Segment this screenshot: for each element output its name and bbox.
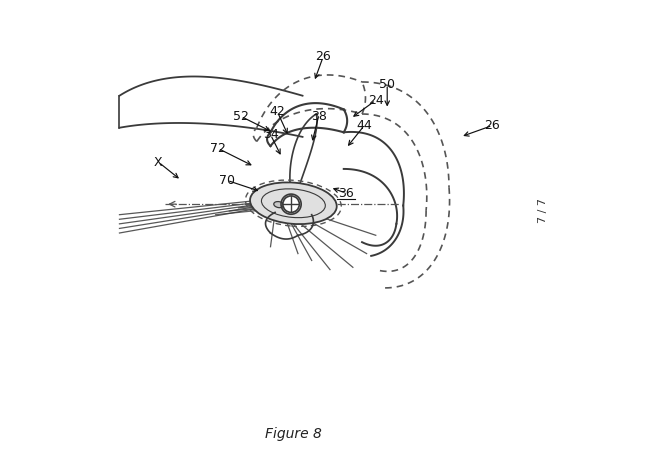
Text: X: X bbox=[154, 156, 162, 169]
Text: 52: 52 bbox=[233, 110, 249, 123]
Text: 26: 26 bbox=[484, 119, 500, 132]
Circle shape bbox=[283, 196, 300, 212]
Text: 36: 36 bbox=[338, 187, 354, 200]
Text: Figure 8: Figure 8 bbox=[265, 427, 322, 441]
Text: 34: 34 bbox=[263, 128, 279, 141]
Ellipse shape bbox=[250, 182, 337, 224]
Text: 26: 26 bbox=[315, 50, 331, 63]
Text: 44: 44 bbox=[356, 119, 372, 132]
Text: 72: 72 bbox=[210, 142, 226, 155]
Ellipse shape bbox=[274, 202, 284, 208]
Text: 70: 70 bbox=[219, 174, 235, 187]
Text: 42: 42 bbox=[269, 105, 285, 118]
Text: 7 / 7: 7 / 7 bbox=[538, 198, 548, 223]
Text: 24: 24 bbox=[368, 94, 383, 107]
Text: 38: 38 bbox=[311, 110, 327, 123]
Text: 50: 50 bbox=[379, 78, 395, 91]
